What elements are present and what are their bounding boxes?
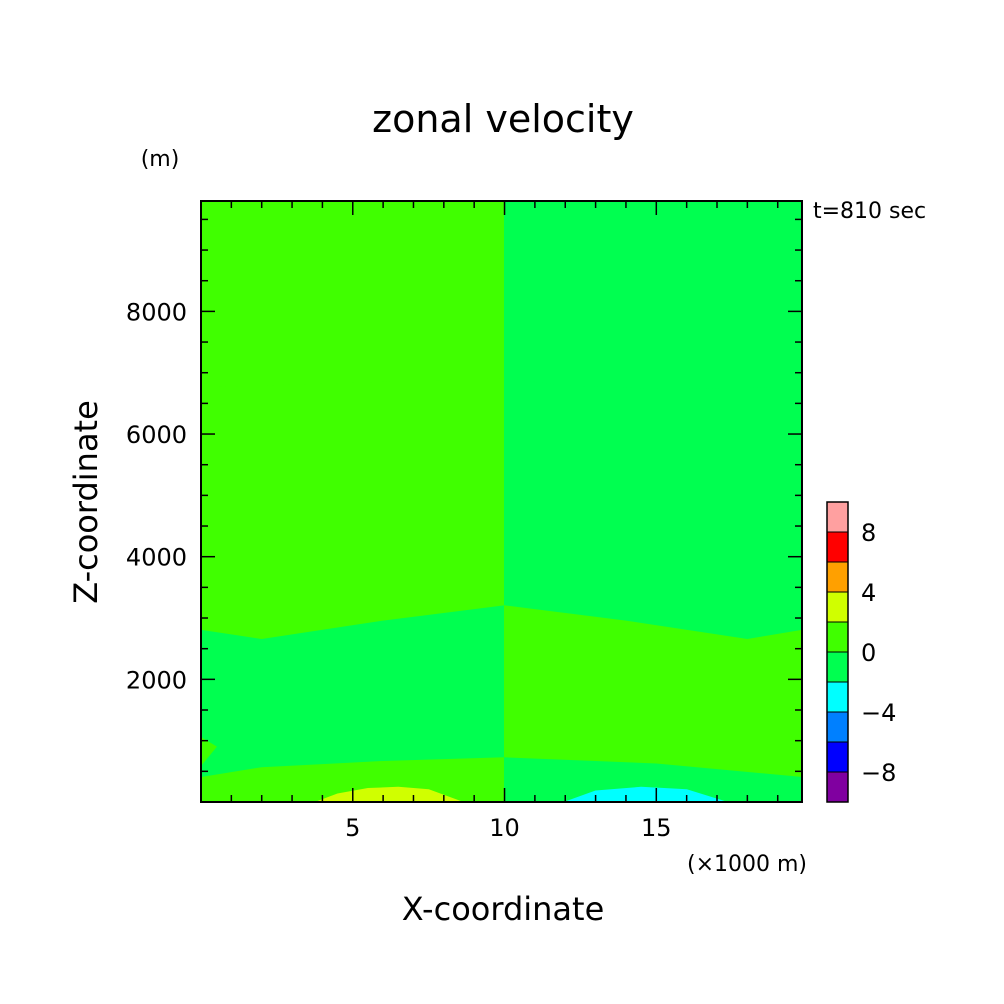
time-label: t=810 sec — [813, 199, 926, 224]
colorbar-swatch — [826, 741, 849, 773]
contour-region-2 — [200, 378, 505, 641]
colorbar-swatch — [826, 651, 849, 683]
y-tick-label: 4000 — [126, 544, 187, 572]
y-tick-label: 2000 — [126, 666, 187, 694]
chart-title: zonal velocity — [372, 97, 634, 141]
colorbar-label: −8 — [861, 759, 896, 787]
y-axis-title: Z-coordinate — [67, 400, 105, 604]
y-unit-label: (m) — [141, 147, 180, 172]
colorbar-swatch — [826, 561, 849, 593]
colorbar-label: 8 — [861, 519, 876, 547]
colorbar-swatch — [826, 531, 849, 563]
x-tick-label: 15 — [641, 814, 672, 842]
colorbar-label: 0 — [861, 639, 876, 667]
colorbar-swatch — [826, 711, 849, 743]
x-tick-label: 5 — [345, 814, 360, 842]
contour-region-1 — [504, 200, 803, 390]
colorbar: −8 −4 0 4 8 — [826, 501, 896, 803]
plot-area — [200, 200, 803, 803]
y-tick-label: 8000 — [126, 298, 187, 326]
axis-ticks: 5 10 15 2000 4000 6000 8000 — [126, 200, 803, 842]
contour-region-0 — [200, 200, 505, 389]
colorbar-label: 4 — [861, 579, 876, 607]
colorbar-swatch — [826, 591, 849, 623]
colorbar-swatch — [826, 501, 849, 533]
y-tick-label: 6000 — [126, 421, 187, 449]
colorbar-swatch — [826, 681, 849, 713]
plot-frame — [200, 200, 803, 803]
colorbar-frame — [826, 501, 849, 803]
colorbar-label: −4 — [861, 699, 896, 727]
colorbar-swatch — [826, 621, 849, 653]
x-tick-label: 10 — [489, 814, 520, 842]
colorbar-swatch — [826, 771, 849, 803]
x-axis-title: X-coordinate — [402, 890, 605, 928]
contour-region-3 — [504, 378, 803, 641]
x-unit-label: (×1000 m) — [687, 852, 807, 877]
